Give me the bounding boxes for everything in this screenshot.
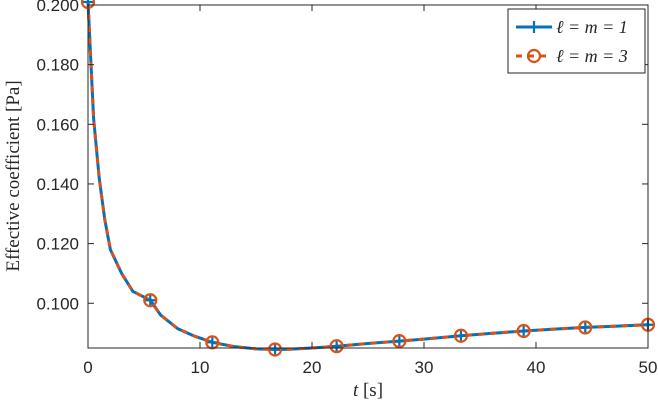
series-2-marker-6 <box>392 334 407 349</box>
y-axis-label: Effective coefficient [Pa] <box>3 80 24 271</box>
x-tick-label: 20 <box>303 358 322 377</box>
series-2-marker-8 <box>516 323 531 339</box>
legend-marker-1 <box>528 21 540 33</box>
series-1-marker-7 <box>454 329 467 342</box>
legend-marker-2 <box>526 48 542 64</box>
series-2-marker-4 <box>267 342 283 357</box>
y-tick-label: 0.180 <box>36 56 79 75</box>
series-1-marker-2 <box>144 294 157 307</box>
legend-label-2: ℓ = m = 3 <box>556 46 628 66</box>
y-tick-label: 0.140 <box>36 175 79 194</box>
series-1-marker-5 <box>330 340 343 353</box>
x-axis-label: t [s] <box>353 380 383 401</box>
legend: ℓ = m = 1 ℓ = m = 3 <box>507 8 646 74</box>
series-2-marker-9 <box>578 320 593 335</box>
series-1-marker-4 <box>269 343 282 356</box>
series-2-marker-7 <box>453 328 469 343</box>
series-1-marker-6 <box>393 335 406 348</box>
y-tick-label: 0.120 <box>36 235 79 254</box>
x-tick-label: 50 <box>639 358 658 377</box>
x-tick-label: 30 <box>415 358 434 377</box>
series-1-marker-9 <box>579 321 592 334</box>
series-1-marker-3 <box>206 336 219 349</box>
series-1-marker-8 <box>517 324 530 337</box>
series-line-2 <box>86 1 649 351</box>
x-tick-label: 0 <box>83 358 92 377</box>
y-tick-label: 0.100 <box>36 294 79 313</box>
legend-label-1: ℓ = m = 1 <box>556 17 628 37</box>
y-tick-label: 0.200 <box>36 0 79 15</box>
x-tick-label: 10 <box>191 358 210 377</box>
y-tick-label: 0.160 <box>36 115 79 134</box>
x-tick-label: 40 <box>527 358 546 377</box>
axes-box <box>87 4 649 349</box>
axes-layer: 0 10 20 30 40 50 0.100 0.120 0.140 0.160 0.180 0.20… <box>36 0 657 377</box>
series-2-marker-5 <box>329 339 344 354</box>
series-2-marker-2 <box>143 293 158 308</box>
